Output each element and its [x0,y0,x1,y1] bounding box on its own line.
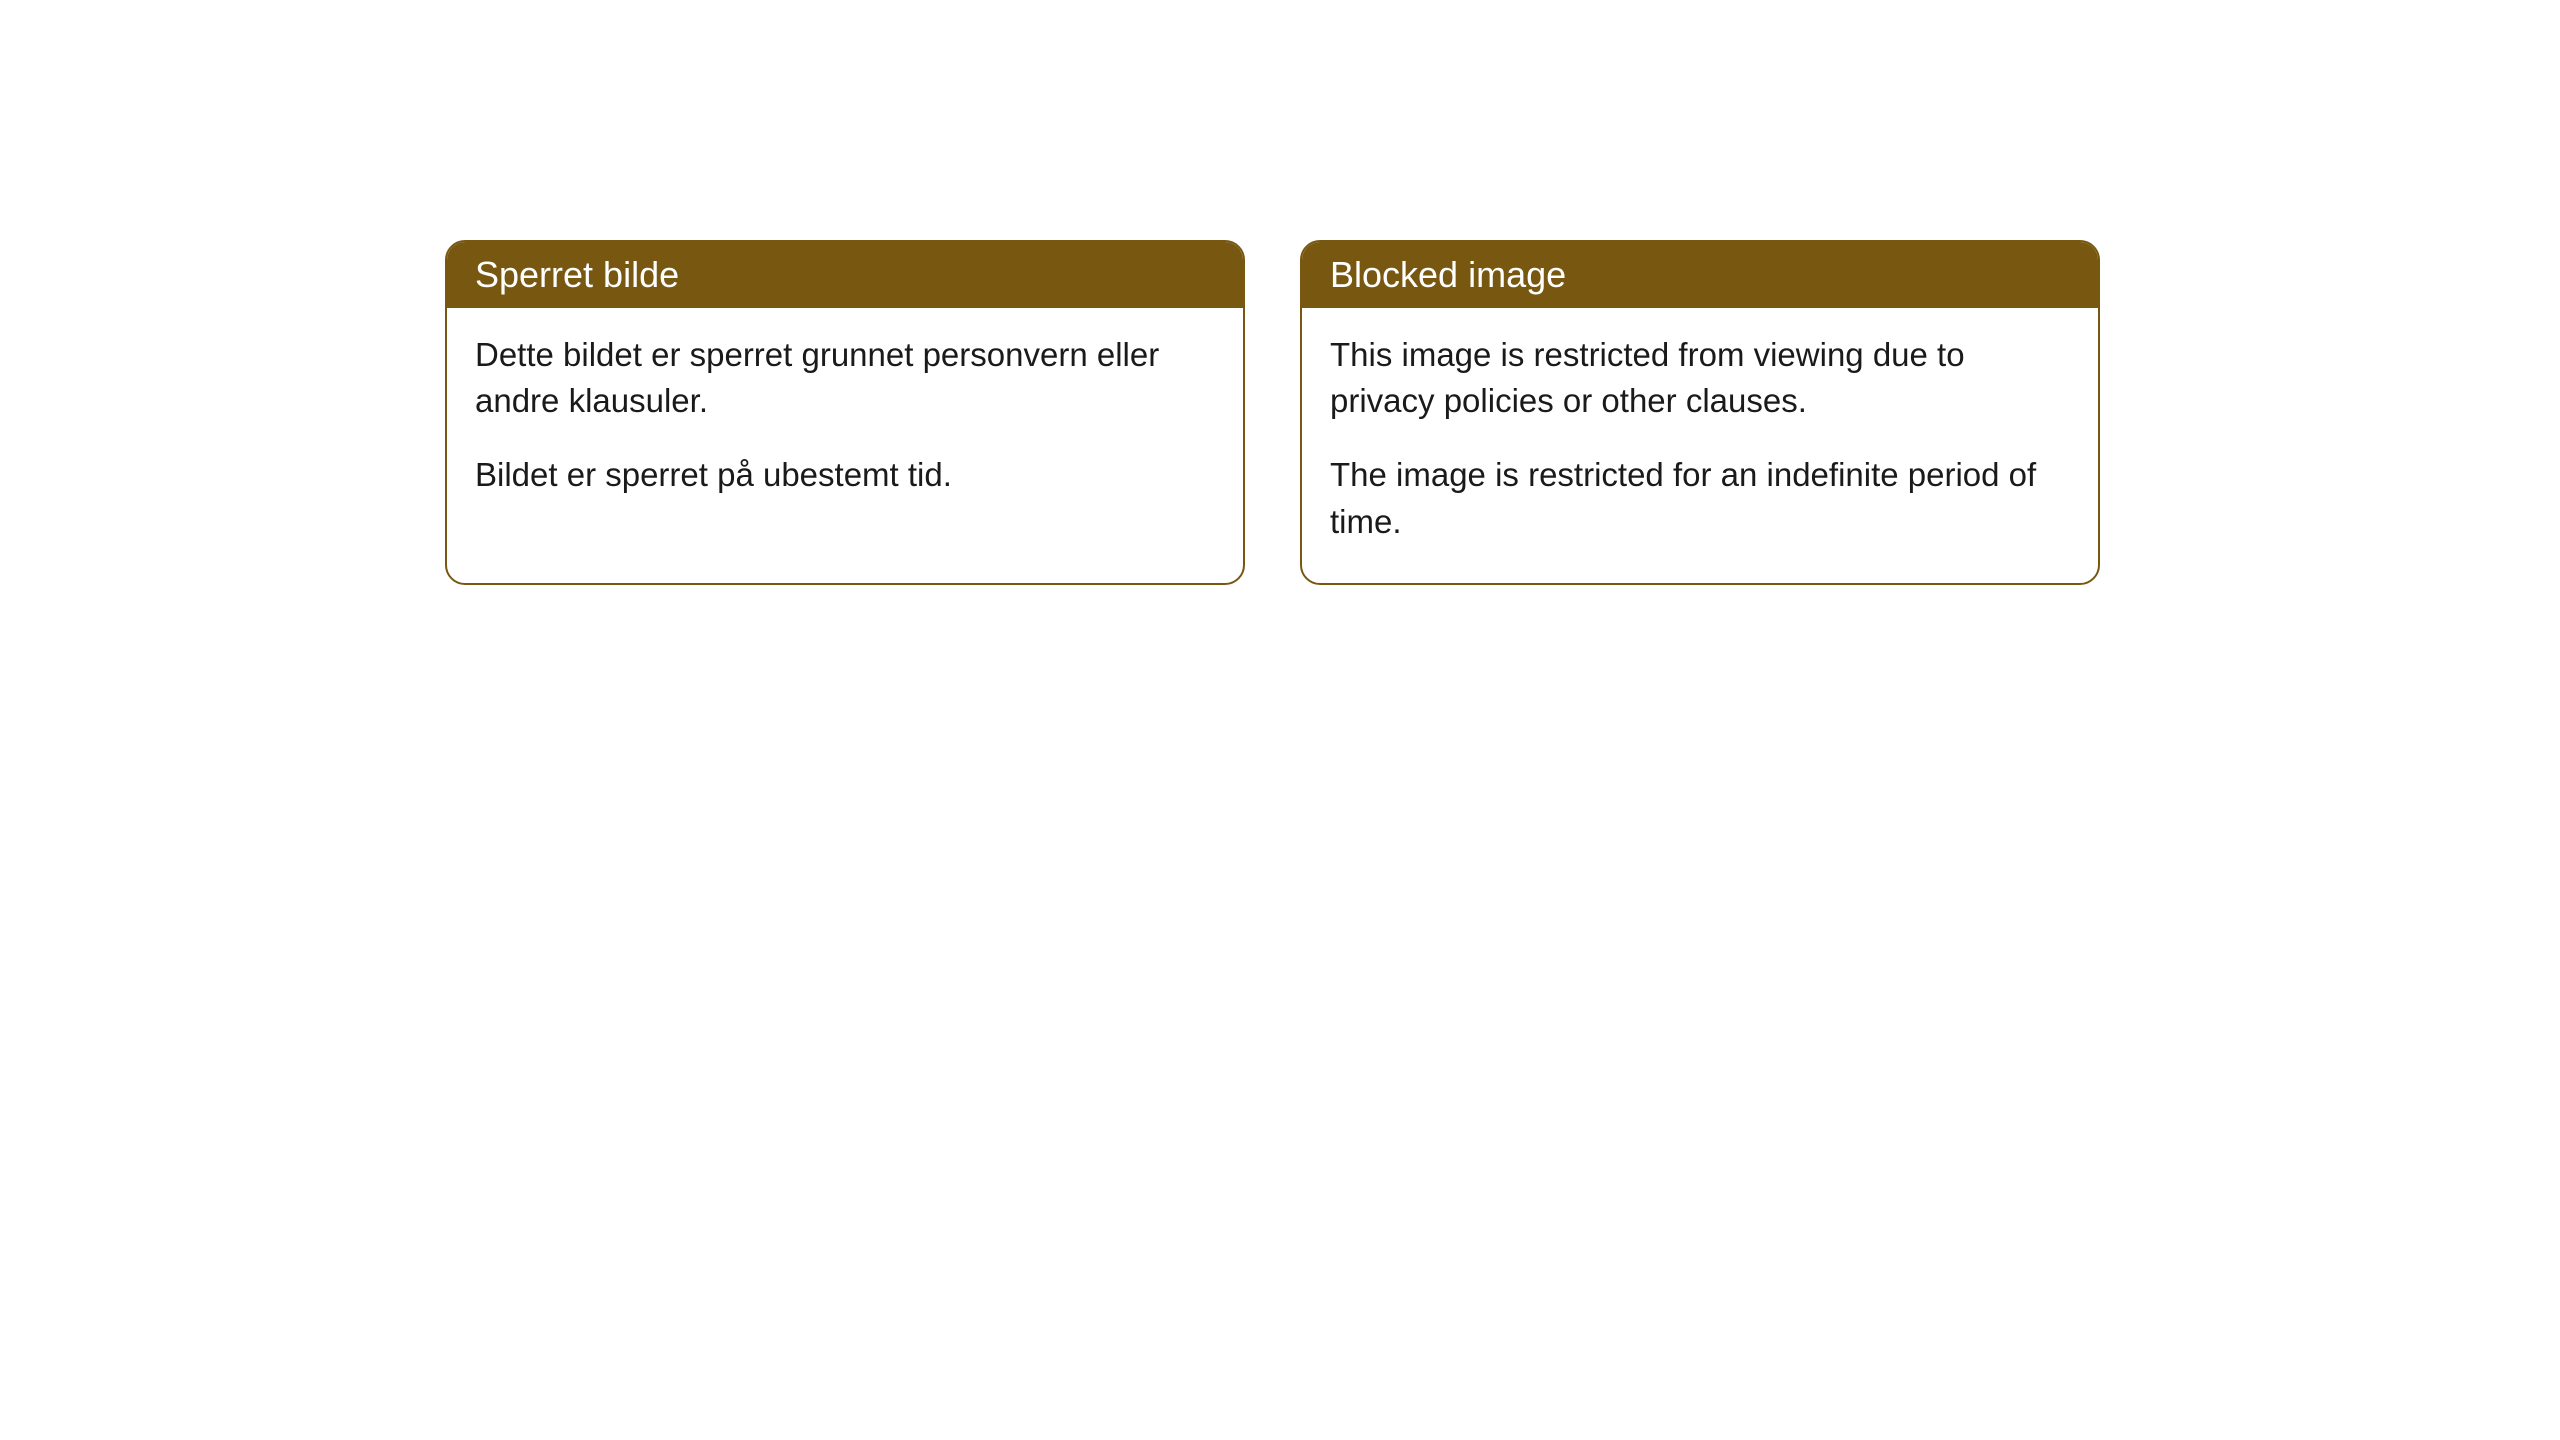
card-paragraph-norwegian-1: Dette bildet er sperret grunnet personve… [475,332,1215,424]
card-body-norwegian: Dette bildet er sperret grunnet personve… [447,308,1243,537]
blocked-image-card-english: Blocked image This image is restricted f… [1300,240,2100,585]
card-paragraph-english-2: The image is restricted for an indefinit… [1330,452,2070,544]
card-header-norwegian: Sperret bilde [447,242,1243,308]
cards-container: Sperret bilde Dette bildet er sperret gr… [0,0,2560,585]
card-title-english: Blocked image [1330,254,1566,295]
card-paragraph-english-1: This image is restricted from viewing du… [1330,332,2070,424]
blocked-image-card-norwegian: Sperret bilde Dette bildet er sperret gr… [445,240,1245,585]
card-paragraph-norwegian-2: Bildet er sperret på ubestemt tid. [475,452,1215,498]
card-body-english: This image is restricted from viewing du… [1302,308,2098,583]
card-header-english: Blocked image [1302,242,2098,308]
card-title-norwegian: Sperret bilde [475,254,679,295]
